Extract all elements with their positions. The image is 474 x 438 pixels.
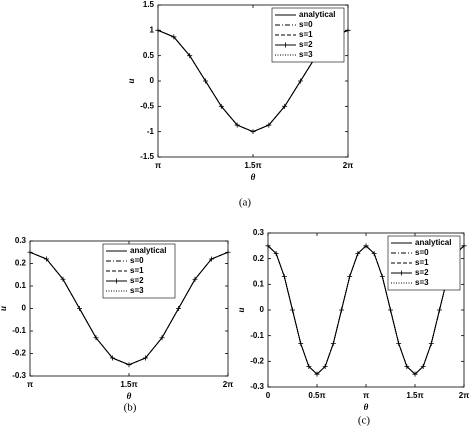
legend-label: analytical [299, 10, 335, 19]
x-tick-label: 0.5π [308, 391, 325, 400]
caption: (a) [239, 197, 252, 209]
y-axis-label: u [236, 307, 246, 312]
y-tick-label: -1 [147, 127, 155, 136]
y-tick-label: -0.3 [12, 371, 26, 380]
x-tick-label: π [155, 161, 161, 170]
y-tick-label: -1.5 [140, 152, 154, 161]
legend-label: s=0 [299, 20, 313, 29]
y-tick-label: -0.1 [12, 326, 26, 335]
y-tick-label: -0.1 [250, 331, 264, 340]
y-tick-label: 0.1 [253, 279, 265, 288]
caption: (b) [124, 402, 137, 414]
x-tick-label: 2π [343, 161, 354, 170]
legend-marker [399, 270, 404, 276]
y-tick-label: 1.5 [143, 0, 155, 9]
x-tick-label: 0 [266, 391, 271, 400]
point-marker [461, 243, 467, 249]
legend-label: s=2 [130, 276, 144, 285]
point-marker [355, 251, 361, 257]
y-tick-label: 1 [150, 25, 155, 34]
legend-label: s=0 [415, 248, 429, 257]
point-marker [171, 34, 177, 40]
x-tick-label: 1.5π [120, 380, 137, 389]
series-line [267, 245, 465, 375]
y-tick-label: 0 [260, 305, 265, 314]
point-marker [265, 243, 271, 249]
legend-label: analytical [130, 246, 166, 255]
legend-label: s=1 [415, 258, 429, 267]
y-axis-label: u [126, 78, 136, 83]
point-marker [93, 335, 99, 341]
point-marker [306, 363, 312, 369]
point-marker [298, 78, 303, 84]
point-marker [110, 355, 115, 361]
legend-label: s=2 [415, 268, 429, 277]
y-tick-label: -0.5 [140, 101, 154, 110]
x-tick-label: 2π [459, 391, 470, 400]
point-marker [203, 78, 208, 84]
y-tick-label: 0.2 [253, 254, 265, 263]
legend-marker [114, 278, 119, 284]
x-axis-label: θ [364, 402, 369, 412]
x-axis-label: θ [251, 172, 256, 182]
point-marker [187, 53, 193, 59]
legend-label: s=2 [299, 40, 313, 49]
point-marker [192, 276, 198, 282]
y-tick-label: 0.1 [15, 281, 27, 290]
legend-label: analytical [415, 238, 451, 247]
legend-label: s=1 [299, 30, 313, 39]
legend-marker [283, 42, 288, 48]
caption: (c) [358, 415, 371, 427]
x-tick-label: 1.5π [406, 391, 423, 400]
point-marker [273, 251, 279, 257]
series-line [29, 251, 229, 366]
x-tick-label: π [363, 391, 369, 400]
point-marker [404, 363, 410, 369]
y-tick-label: -0.2 [12, 349, 26, 358]
x-tick-label: 1.5π [244, 161, 261, 170]
legend-label: s=1 [130, 266, 144, 275]
point-marker [345, 27, 351, 33]
y-axis-label: u [0, 306, 8, 311]
point-marker [282, 103, 288, 109]
y-tick-label: 0.3 [253, 228, 265, 237]
series-line [157, 29, 349, 133]
legend-label: s=3 [415, 278, 429, 287]
y-tick-label: 0 [22, 304, 27, 313]
x-tick-label: π [27, 380, 33, 389]
y-tick-label: -0.3 [250, 382, 264, 391]
legend-label: s=3 [130, 286, 144, 295]
point-marker [371, 251, 377, 257]
point-marker [159, 335, 165, 341]
y-tick-label: -0.2 [250, 356, 264, 365]
x-axis-label: θ [127, 391, 132, 401]
x-tick-label: 2π [223, 380, 234, 389]
y-tick-label: 0 [150, 76, 155, 85]
point-marker [218, 103, 224, 109]
point-marker [60, 276, 66, 282]
point-marker [155, 27, 161, 33]
point-marker [209, 256, 214, 262]
y-tick-label: 0.2 [15, 259, 27, 268]
legend-label: s=0 [130, 256, 144, 265]
y-tick-label: 0.3 [15, 236, 27, 245]
point-marker [420, 363, 426, 369]
legend-label: s=3 [299, 50, 313, 59]
y-tick-label: 0.5 [143, 51, 155, 60]
point-marker [322, 363, 328, 369]
